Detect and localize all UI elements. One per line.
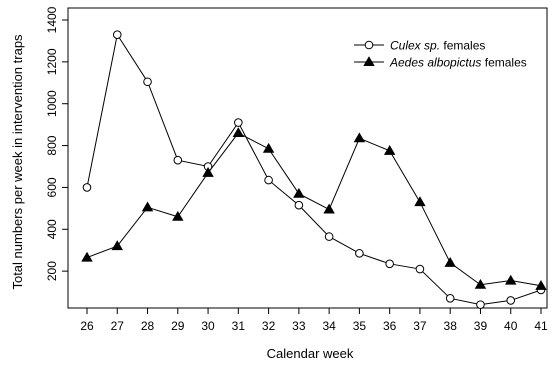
legend-marker: [364, 40, 374, 50]
legend-label-species: Aedes albopictus: [389, 56, 481, 70]
data-point: [202, 166, 214, 177]
x-tick-label: 33: [292, 319, 306, 333]
axes: 26 27 28 29 30 31 32 33 34 35 36 37 38 39 40 41 200 400 60…: [45, 6, 548, 333]
x-tick-label: 39: [474, 319, 488, 333]
y-tick-label: 1200: [45, 48, 59, 75]
x-tick-label: 29: [171, 319, 185, 333]
legend-label-suffix: females: [481, 56, 526, 70]
y-tick-label: 1000: [45, 90, 59, 117]
data-point: [143, 77, 152, 87]
data-point: [324, 232, 334, 241]
legend-label: Culex sp. females: [390, 39, 485, 53]
y-tick-label: 800: [45, 135, 59, 155]
series-line: [86, 33, 542, 306]
y-tick-label: 600: [45, 177, 59, 197]
x-tick-label: 40: [504, 319, 518, 333]
data-point: [385, 259, 394, 269]
data-point: [141, 201, 154, 212]
data-point: [474, 278, 487, 289]
x-tick-label: 41: [534, 319, 548, 333]
data-point: [353, 132, 366, 143]
plot-frame: [67, 7, 548, 309]
y-tick-label: 1400: [45, 6, 59, 33]
x-axis-label: Calendar week: [267, 346, 354, 361]
data-point: [172, 210, 184, 221]
data-point: [383, 145, 396, 155]
series-1: [82, 30, 546, 309]
data-point: [355, 249, 364, 258]
data-point: [234, 118, 243, 127]
series-line: [86, 132, 542, 287]
data-point: [414, 196, 426, 207]
x-tick-label: 30: [201, 319, 215, 333]
data-point: [444, 256, 456, 267]
data-point: [111, 240, 123, 251]
data-point: [232, 127, 245, 138]
data-point: [112, 30, 122, 39]
x-tick-label: 28: [141, 319, 155, 333]
y-tick-label: 400: [45, 219, 59, 239]
data-point: [535, 279, 547, 290]
x-tick-label: 32: [262, 319, 276, 333]
data-point: [173, 155, 183, 165]
x-tick-label: 35: [353, 319, 367, 333]
data-point: [82, 183, 92, 192]
x-tick-label: 37: [413, 319, 427, 333]
data-point: [506, 296, 516, 305]
data-point: [81, 251, 93, 262]
data-point: [445, 294, 455, 303]
y-tick-label: 200: [45, 261, 59, 281]
x-tick-label: 38: [444, 319, 458, 333]
x-tick-label: 36: [383, 319, 397, 333]
legend-label-suffix: females: [440, 39, 485, 53]
legend-marker: [363, 56, 375, 67]
x-tick-label: 34: [322, 319, 336, 333]
series-2: [81, 127, 547, 290]
data-point: [294, 200, 304, 210]
x-tick-label: 31: [232, 319, 246, 333]
legend-item: Aedes albopictus females: [354, 56, 527, 70]
legend-label-species: Culex sp.: [390, 39, 440, 53]
x-tick-label: 26: [80, 319, 94, 333]
data-point: [264, 175, 273, 185]
y-axis-label: Total numbers per week in intervention t…: [10, 34, 25, 290]
data-point: [293, 187, 305, 198]
data-point: [262, 142, 275, 153]
series-layer: [81, 30, 547, 309]
data-point: [323, 203, 335, 214]
data-point: [476, 300, 485, 309]
x-tick-label: 27: [111, 319, 125, 333]
legend-item: Culex sp. females: [354, 39, 485, 53]
legend-label: Aedes albopictus females: [389, 56, 527, 70]
data-point: [415, 264, 425, 274]
data-point: [505, 274, 517, 285]
